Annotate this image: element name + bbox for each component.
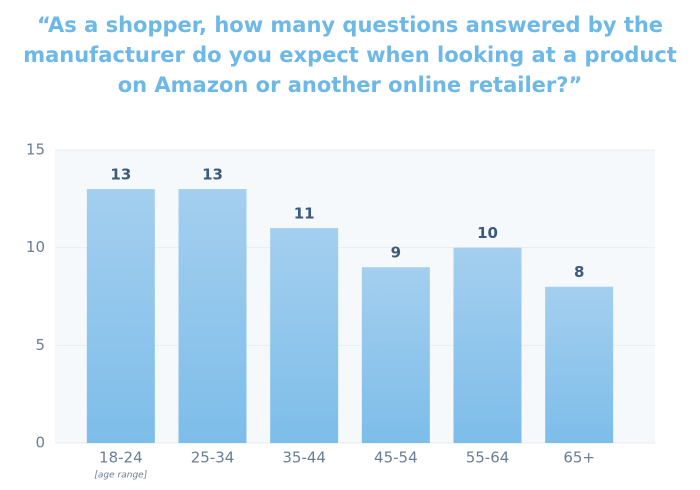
value-label: 8	[574, 263, 584, 281]
value-label: 13	[110, 166, 131, 184]
x-tick-label: 45-54	[374, 449, 418, 467]
chart-title: “As a shopper, how many questions answer…	[23, 13, 677, 97]
bar	[453, 247, 522, 443]
value-label: 10	[477, 224, 498, 242]
y-tick-label: 15	[26, 141, 45, 159]
bar	[361, 267, 430, 443]
x-tick-label: 25-34	[191, 449, 235, 467]
value-label: 13	[202, 166, 223, 184]
x-tick-label: 35-44	[282, 449, 326, 467]
bar	[270, 228, 339, 443]
x-tick-label: 65+	[563, 449, 595, 467]
bar	[178, 189, 247, 443]
bar	[86, 189, 155, 443]
axis-annotation: [age range]	[94, 471, 147, 481]
value-label: 9	[391, 244, 401, 262]
x-tick-label: 55-64	[466, 449, 510, 467]
y-tick-label: 0	[35, 434, 45, 452]
x-tick-label: 18-24	[99, 449, 143, 467]
y-tick-label: 5	[35, 336, 45, 354]
value-label: 11	[294, 205, 315, 223]
y-tick-label: 10	[26, 238, 45, 256]
bar	[545, 286, 614, 443]
